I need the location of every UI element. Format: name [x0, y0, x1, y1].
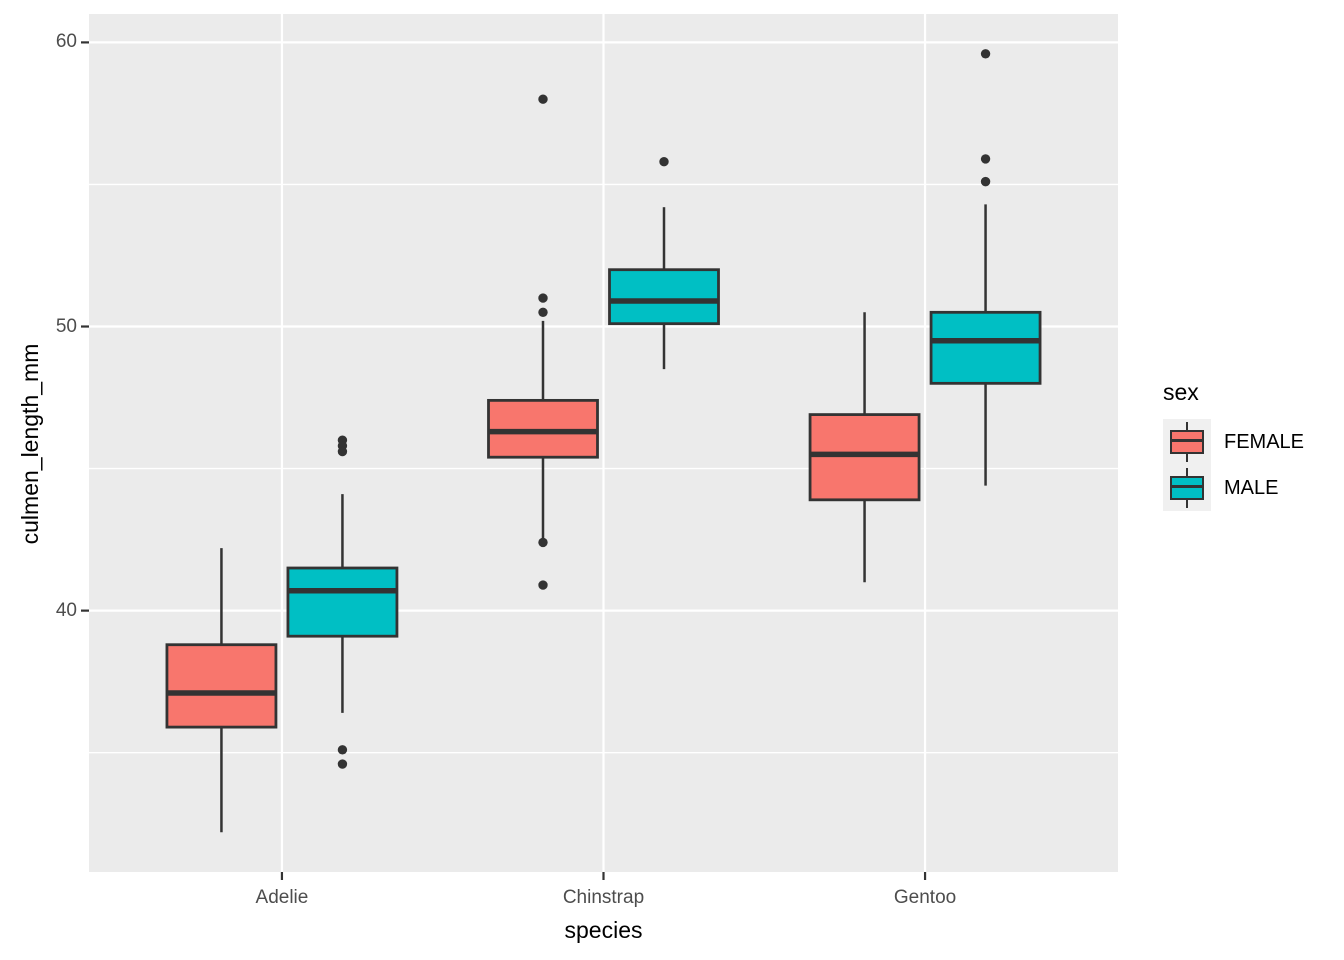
x-tick-label-gentoo: Gentoo — [893, 887, 957, 908]
outlier-gentoo-male-2 — [980, 176, 991, 187]
box-adelie-female — [165, 643, 278, 729]
x-axis-title: species — [564, 917, 643, 943]
outlier-gentoo-male-0 — [980, 49, 991, 59]
box-gentoo-female — [808, 413, 921, 502]
y-axis-title: culmen_length_mm — [17, 343, 43, 545]
box-chinstrap-male — [608, 268, 720, 326]
legend: sex FEMALE MALE — [1163, 378, 1304, 511]
legend-label-female: FEMALE — [1224, 430, 1305, 453]
x-tick-label-adelie: Adelie — [255, 887, 309, 908]
outlier-chinstrap-female-1 — [538, 293, 548, 303]
outlier-chinstrap-female-0 — [538, 94, 548, 104]
box-adelie-male — [286, 566, 399, 638]
legend-entry-male: MALE — [1163, 465, 1304, 511]
legend-title: sex — [1163, 379, 1199, 405]
outlier-chinstrap-female-3 — [538, 537, 548, 548]
legend-entry-female: FEMALE — [1163, 419, 1304, 465]
legend-key-male-boxplot-icon — [1163, 465, 1211, 511]
legend-key-box — [1170, 430, 1204, 454]
y-tick-label-40: 40 — [55, 599, 77, 621]
outlier-chinstrap-female-2 — [538, 307, 548, 318]
box-gentoo-male — [929, 310, 1042, 385]
y-tick-label-60: 60 — [55, 31, 77, 53]
outlier-adelie-male-2 — [337, 446, 348, 457]
outlier-chinstrap-female-4 — [538, 580, 548, 590]
box-chinstrap-female — [487, 398, 599, 459]
legend-key-box — [1170, 476, 1204, 500]
outlier-chinstrap-male-0 — [659, 157, 669, 167]
outlier-gentoo-male-1 — [980, 154, 991, 164]
legend-key-median — [1170, 485, 1204, 488]
outlier-adelie-male-3 — [337, 745, 348, 755]
legend-key-median — [1170, 439, 1204, 442]
legend-label-male: MALE — [1224, 476, 1279, 499]
outlier-adelie-male-4 — [337, 759, 348, 769]
legend-key-female-boxplot-icon — [1163, 419, 1211, 465]
y-tick-label-50: 50 — [55, 315, 77, 337]
x-tick-label-chinstrap: Chinstrap — [562, 887, 645, 908]
